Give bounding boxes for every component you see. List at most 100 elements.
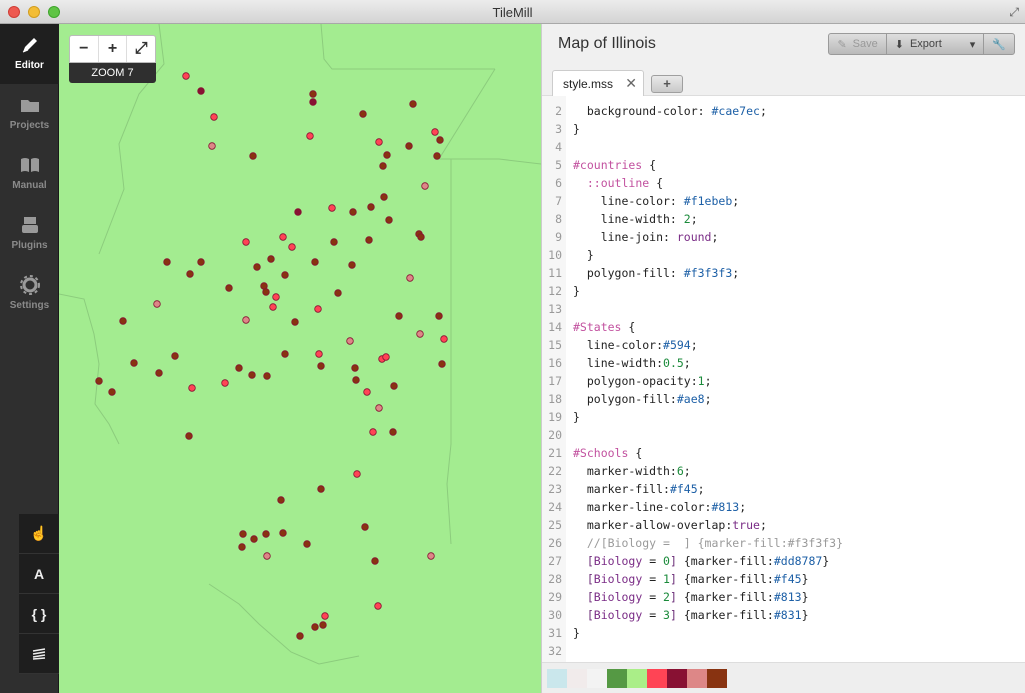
palette-swatch[interactable] [627, 669, 647, 688]
school-marker[interactable] [262, 288, 270, 296]
school-marker[interactable] [272, 293, 280, 301]
school-marker[interactable] [352, 376, 360, 384]
school-marker[interactable] [249, 152, 257, 160]
school-marker[interactable] [367, 203, 375, 211]
school-marker[interactable] [435, 312, 443, 320]
sidebar-item-manual[interactable]: Manual [0, 144, 59, 204]
fullscreen-map-button[interactable]: ⤢ [127, 36, 155, 62]
school-marker[interactable] [433, 152, 441, 160]
school-marker[interactable] [416, 330, 424, 338]
school-marker[interactable] [279, 233, 287, 241]
palette-swatch[interactable] [707, 669, 727, 688]
school-marker[interactable] [417, 233, 425, 241]
minimize-window-button[interactable] [28, 6, 40, 18]
school-marker[interactable] [395, 312, 403, 320]
school-marker[interactable] [421, 182, 429, 190]
school-marker[interactable] [440, 335, 448, 343]
school-marker[interactable] [314, 305, 322, 313]
school-marker[interactable] [365, 236, 373, 244]
school-marker[interactable] [108, 388, 116, 396]
school-marker[interactable] [262, 530, 270, 538]
tab-style-mss[interactable]: style.mss ✕ [552, 70, 644, 96]
school-marker[interactable] [374, 602, 382, 610]
school-marker[interactable] [186, 270, 194, 278]
school-marker[interactable] [438, 360, 446, 368]
school-marker[interactable] [315, 350, 323, 358]
close-window-button[interactable] [8, 6, 20, 18]
school-marker[interactable] [242, 316, 250, 324]
school-marker[interactable] [296, 632, 304, 640]
hand-tool-button[interactable]: ☝ [19, 514, 59, 554]
school-marker[interactable] [225, 284, 233, 292]
school-marker[interactable] [379, 162, 387, 170]
school-marker[interactable] [182, 72, 190, 80]
zoom-window-button[interactable] [48, 6, 60, 18]
carto-tool-button[interactable]: { } [19, 594, 59, 634]
school-marker[interactable] [119, 317, 127, 325]
school-marker[interactable] [405, 142, 413, 150]
school-marker[interactable] [382, 353, 390, 361]
school-marker[interactable] [311, 258, 319, 266]
school-marker[interactable] [321, 612, 329, 620]
school-marker[interactable] [279, 529, 287, 537]
school-marker[interactable] [267, 255, 275, 263]
school-marker[interactable] [427, 552, 435, 560]
sidebar-item-settings[interactable]: Settings [0, 264, 59, 324]
sidebar-item-editor[interactable]: Editor [0, 24, 59, 84]
palette-swatch[interactable] [567, 669, 587, 688]
palette-swatch[interactable] [687, 669, 707, 688]
font-tool-button[interactable]: A [19, 554, 59, 594]
school-marker[interactable] [242, 238, 250, 246]
zoom-in-button[interactable]: + [99, 36, 128, 62]
close-tab-icon[interactable]: ✕ [625, 75, 637, 91]
school-marker[interactable] [328, 204, 336, 212]
school-marker[interactable] [306, 132, 314, 140]
school-marker[interactable] [250, 535, 258, 543]
school-marker[interactable] [317, 362, 325, 370]
code-editor[interactable]: 2 background-color: #cae7ec; 3} 4 5 #countri… [542, 96, 1025, 662]
school-marker[interactable] [153, 300, 161, 308]
school-marker[interactable] [235, 364, 243, 372]
school-marker[interactable] [361, 523, 369, 531]
school-marker[interactable] [277, 496, 285, 504]
school-marker[interactable] [269, 303, 277, 311]
school-marker[interactable] [281, 350, 289, 358]
school-marker[interactable] [208, 142, 216, 150]
school-marker[interactable] [260, 282, 268, 290]
school-marker[interactable] [390, 382, 398, 390]
school-marker[interactable] [431, 128, 439, 136]
school-marker[interactable] [311, 623, 319, 631]
school-marker[interactable] [409, 100, 417, 108]
school-marker[interactable] [319, 621, 327, 629]
school-marker[interactable] [238, 543, 246, 551]
school-marker[interactable] [389, 428, 397, 436]
layers-tool-button[interactable] [19, 634, 59, 674]
school-marker[interactable] [155, 369, 163, 377]
school-marker[interactable] [221, 379, 229, 387]
sidebar-item-projects[interactable]: Projects [0, 84, 59, 144]
settings-wrench-button[interactable]: 🔧 [984, 34, 1014, 54]
school-marker[interactable] [197, 258, 205, 266]
school-marker[interactable] [371, 557, 379, 565]
school-marker[interactable] [163, 258, 171, 266]
school-marker[interactable] [353, 470, 361, 478]
export-button[interactable]: ⬇ Export ▾ [887, 34, 985, 54]
zoom-out-button[interactable]: − [70, 36, 99, 62]
palette-swatch[interactable] [547, 669, 567, 688]
school-marker[interactable] [334, 289, 342, 297]
map-view[interactable]: − + ⤢ ZOOM 7 [59, 24, 541, 693]
school-marker[interactable] [375, 138, 383, 146]
school-marker[interactable] [248, 371, 256, 379]
school-marker[interactable] [375, 404, 383, 412]
sidebar-item-plugins[interactable]: Plugins [0, 204, 59, 264]
school-marker[interactable] [380, 193, 388, 201]
school-marker[interactable] [309, 90, 317, 98]
add-tab-button[interactable]: + [651, 75, 683, 93]
school-marker[interactable] [317, 485, 325, 493]
school-marker[interactable] [309, 98, 317, 106]
school-marker[interactable] [281, 271, 289, 279]
school-marker[interactable] [171, 352, 179, 360]
school-marker[interactable] [303, 540, 311, 548]
school-marker[interactable] [348, 261, 356, 269]
school-marker[interactable] [294, 208, 302, 216]
